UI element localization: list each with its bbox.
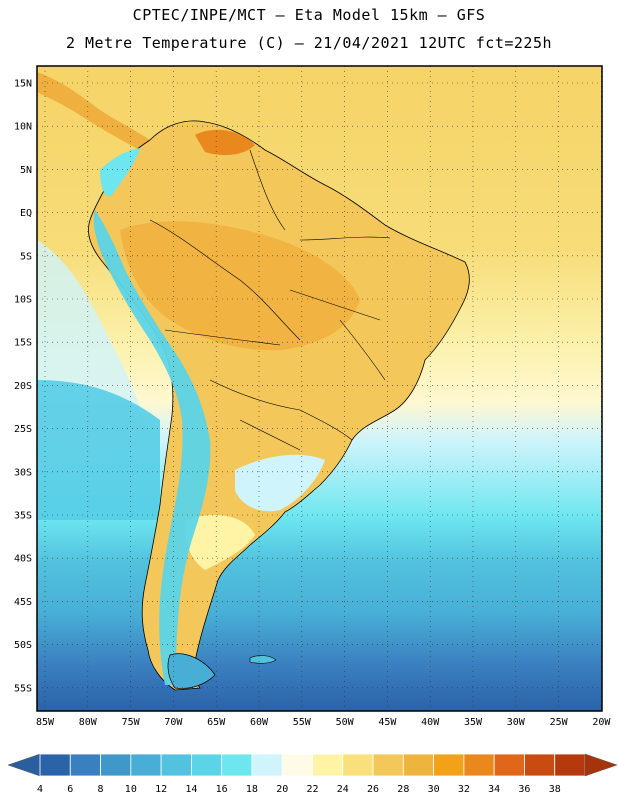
colorbar-tick-label: 30: [428, 784, 440, 795]
lat-label: 10N: [14, 122, 32, 133]
colorbar-low-arrow: [7, 753, 41, 777]
colorbar-tick-label: 24: [337, 784, 349, 795]
colorbar-tick-label: 14: [185, 784, 197, 795]
falkland-islands: [249, 655, 277, 664]
lon-label: 25W: [550, 717, 569, 728]
colorbar-swatch: [342, 753, 374, 777]
colorbar-tick-label: 32: [458, 784, 470, 795]
map-frame: [36, 65, 603, 712]
colorbar-swatch: [130, 753, 162, 777]
lat-label: 40S: [14, 554, 32, 565]
lat-label: 25S: [14, 424, 32, 435]
lat-label: 10S: [14, 295, 32, 306]
colorbar-tick-label: 12: [155, 784, 167, 795]
pampas-mild-zone: [184, 515, 255, 570]
lat-label: 20S: [14, 381, 32, 392]
lat-label: 15S: [14, 338, 32, 349]
colorbar-tick-label: 22: [306, 784, 318, 795]
lon-label: 40W: [421, 717, 440, 728]
lat-label: 5N: [20, 165, 32, 176]
colorbar-tick-label: 6: [67, 784, 73, 795]
colorbar: 4 6 8 10 12 14 16 18 20 22 24 26 28 30 32 34 36 38: [7, 753, 618, 795]
colorbar-swatch: [433, 753, 465, 777]
colorbar-tick-label: 16: [216, 784, 228, 795]
latitude-labels: 15N 10N 5N EQ 5S 10S 15S 20S 25S 30S 35S 40S 45S 50S 5…: [14, 79, 32, 695]
lat-label: 30S: [14, 467, 32, 478]
lon-label: 65W: [207, 717, 226, 728]
lon-label: 45W: [378, 717, 397, 728]
colombian-andes: [100, 148, 140, 197]
colorbar-swatch: [251, 753, 283, 777]
colorbar-swatch: [221, 753, 253, 777]
temperature-map: 15N 10N 5N EQ 5S 10S 15S 20S 25S 30S 35S 40S 45S 50S 5…: [14, 65, 611, 728]
lon-label: 85W: [36, 717, 55, 728]
colorbar-swatch: [281, 753, 313, 777]
colorbar-swatch: [100, 753, 132, 777]
lon-label: 75W: [122, 717, 141, 728]
lat-label: 50S: [14, 640, 32, 651]
colorbar-tick-label: 18: [246, 784, 258, 795]
colorbar-swatch: [39, 753, 71, 777]
colorbar-tick-label: 8: [98, 784, 104, 795]
graticule: [37, 66, 602, 711]
lon-label: 80W: [79, 717, 98, 728]
colorbar-swatch: [372, 753, 404, 777]
colorbar-swatch: [312, 753, 344, 777]
amazon-hot-zone: [120, 221, 360, 351]
colorbar-high-arrow: [584, 753, 618, 777]
uruguay-cool-zone: [235, 454, 325, 512]
lon-label: 35W: [464, 717, 483, 728]
colorbar-swatch: [554, 753, 586, 777]
lon-label: 50W: [336, 717, 355, 728]
colorbar-swatch: [190, 753, 223, 777]
colorbar-swatch: [493, 753, 525, 777]
country-borders: [149, 149, 391, 451]
colorbar-swatch: [463, 753, 495, 777]
map-canvas: [37, 66, 602, 711]
colorbar-tick-label: 38: [549, 784, 561, 795]
colorbar-swatch: [402, 753, 435, 777]
map-title-line1: CPTEC/INPE/MCT – Eta Model 15km – GFS: [132, 6, 486, 24]
colorbar-tick-label: 10: [125, 784, 137, 795]
colorbar-swatch: [160, 753, 192, 777]
colorbar-tick-label: 26: [367, 784, 379, 795]
venezuela-hot-spot: [195, 129, 255, 156]
lat-label: 15N: [14, 79, 32, 90]
colorbar-tick-label: 4: [37, 784, 43, 795]
lat-label: EQ: [20, 208, 32, 219]
lat-label: 55S: [14, 683, 32, 694]
andes-cold-ribbon: [93, 210, 211, 685]
tierra-del-fuego: [167, 653, 216, 689]
colorbar-tick-label: 36: [518, 784, 530, 795]
lon-label: 60W: [250, 717, 269, 728]
longitude-labels: 85W 80W 75W 70W 65W 60W 55W 50W 45W 40W 35W 30W 25W 2…: [36, 717, 611, 728]
lon-label: 70W: [164, 717, 183, 728]
colorbar-swatch: [69, 753, 101, 777]
lat-label: 45S: [14, 597, 32, 608]
map-title-line2: 2 Metre Temperature (C) – 21/04/2021 12U…: [65, 34, 553, 52]
lat-label: 5S: [20, 251, 32, 262]
lat-label: 35S: [14, 511, 32, 522]
central-america-land: [37, 72, 150, 150]
lon-label: 30W: [507, 717, 526, 728]
colorbar-swatch: [524, 753, 556, 777]
pacific-cold-zone: [37, 380, 160, 520]
lon-label: 55W: [293, 717, 312, 728]
colorbar-tick-label: 28: [397, 784, 409, 795]
colorbar-tick-label: 34: [488, 784, 500, 795]
colorbar-tick-label: 20: [276, 784, 288, 795]
lon-label: 20W: [592, 717, 611, 728]
